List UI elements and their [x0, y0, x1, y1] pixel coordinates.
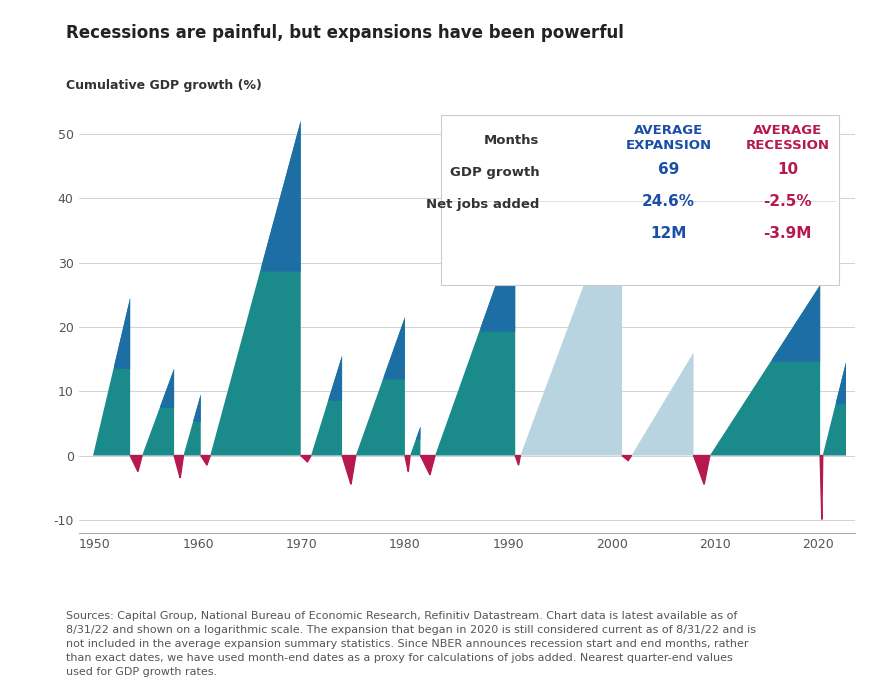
Text: Months: Months [484, 134, 539, 147]
Polygon shape [142, 369, 174, 456]
Text: AVERAGE
RECESSION: AVERAGE RECESSION [745, 124, 829, 152]
Polygon shape [311, 356, 342, 456]
Polygon shape [420, 456, 435, 475]
Polygon shape [114, 298, 130, 369]
Text: 69: 69 [658, 162, 679, 177]
Polygon shape [342, 456, 356, 484]
Polygon shape [405, 456, 410, 471]
Polygon shape [183, 394, 201, 456]
Text: Cumulative GDP growth (%): Cumulative GDP growth (%) [66, 79, 262, 92]
Polygon shape [329, 356, 342, 401]
Polygon shape [820, 456, 823, 520]
Polygon shape [480, 230, 515, 332]
Polygon shape [515, 456, 521, 465]
Polygon shape [435, 230, 515, 456]
Polygon shape [130, 456, 142, 471]
Text: Net jobs added: Net jobs added [426, 198, 539, 211]
Polygon shape [823, 362, 846, 456]
FancyBboxPatch shape [441, 115, 839, 285]
Polygon shape [201, 456, 211, 465]
Polygon shape [160, 369, 174, 408]
Polygon shape [193, 394, 201, 422]
Text: 12M: 12M [650, 226, 686, 241]
Polygon shape [632, 352, 693, 456]
Text: -2.5%: -2.5% [763, 194, 811, 209]
Polygon shape [262, 121, 300, 272]
Polygon shape [211, 121, 300, 456]
Polygon shape [622, 456, 632, 460]
Polygon shape [383, 317, 405, 380]
Polygon shape [410, 427, 420, 456]
Text: 24.6%: 24.6% [642, 194, 695, 209]
Polygon shape [773, 285, 820, 362]
Polygon shape [356, 317, 405, 456]
Polygon shape [174, 456, 183, 478]
Polygon shape [710, 285, 820, 456]
Polygon shape [836, 362, 846, 404]
Text: Sources: Capital Group, National Bureau of Economic Research, Refinitiv Datastre: Sources: Capital Group, National Bureau … [66, 611, 756, 678]
Text: GDP growth: GDP growth [449, 166, 539, 179]
Text: AVERAGE
EXPANSION: AVERAGE EXPANSION [626, 124, 712, 152]
Polygon shape [300, 456, 311, 462]
Polygon shape [93, 298, 130, 456]
Polygon shape [521, 182, 622, 456]
Polygon shape [693, 456, 710, 484]
Text: 10: 10 [777, 162, 798, 177]
Text: Recessions are painful, but expansions have been powerful: Recessions are painful, but expansions h… [66, 24, 624, 42]
Text: -3.9M: -3.9M [763, 226, 811, 241]
Polygon shape [416, 427, 420, 440]
